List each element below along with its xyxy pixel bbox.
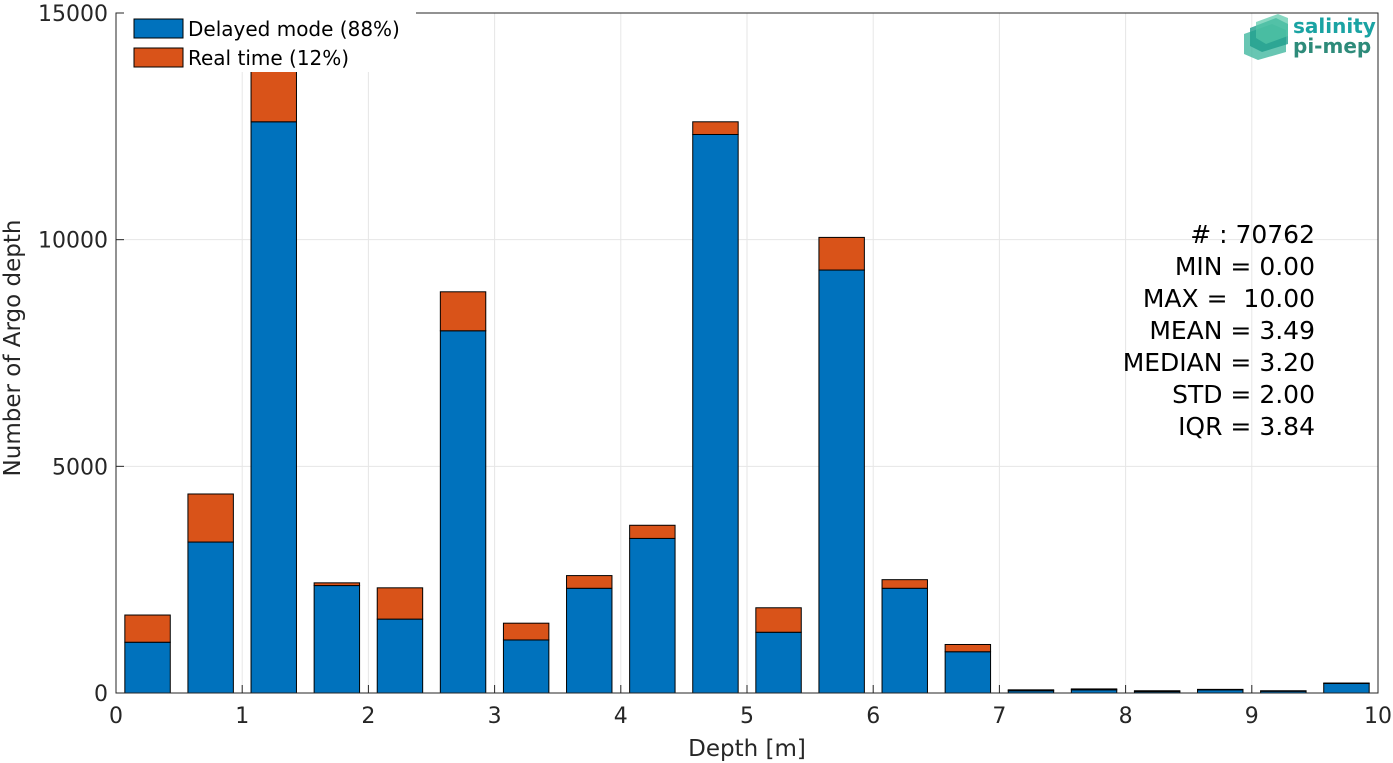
x-tick-label: 3 bbox=[488, 704, 502, 729]
legend: Delayed mode (88%) Real time (12%) bbox=[124, 12, 416, 72]
x-tick-label: 7 bbox=[992, 704, 1006, 729]
bar-realtime bbox=[1070, 688, 1118, 691]
stat-mean: MEAN = 3.49 bbox=[1149, 316, 1315, 345]
stat-iqr: IQR = 3.84 bbox=[1178, 412, 1315, 441]
bar-realtime bbox=[124, 614, 171, 643]
bar-delayed bbox=[755, 631, 802, 694]
bar-delayed bbox=[439, 330, 487, 694]
x-tick-label: 2 bbox=[361, 704, 375, 729]
y-tick-label: 10000 bbox=[38, 229, 108, 254]
bar-delayed bbox=[313, 585, 361, 694]
legend-label-delayed: Delayed mode (88%) bbox=[188, 17, 400, 41]
bar-realtime bbox=[1197, 688, 1244, 691]
x-tick-label: 10 bbox=[1364, 704, 1392, 729]
logo-line2: pi-mep bbox=[1293, 34, 1371, 58]
bar-realtime bbox=[629, 524, 676, 539]
stat-std: STD = 2.00 bbox=[1172, 380, 1315, 409]
stats-box: # : 70762 MIN = 0.00 MAX = 10.00 MEAN = … bbox=[1123, 220, 1315, 441]
y-tick-label: 15000 bbox=[38, 2, 108, 27]
bar-realtime bbox=[1133, 690, 1181, 693]
x-tick-label: 1 bbox=[235, 704, 249, 729]
bar-realtime bbox=[692, 121, 739, 135]
y-axis-label: Number of Argo depth bbox=[0, 220, 26, 477]
y-tick-label: 0 bbox=[94, 682, 108, 707]
bar-delayed bbox=[187, 541, 234, 694]
bar-delayed bbox=[944, 651, 992, 694]
stat-count: # : 70762 bbox=[1190, 220, 1315, 249]
bar-realtime bbox=[1007, 689, 1055, 692]
bar-realtime bbox=[502, 622, 550, 641]
x-tick-label: 8 bbox=[1119, 704, 1133, 729]
bar-realtime bbox=[566, 575, 613, 589]
x-tick-label: 9 bbox=[1245, 704, 1259, 729]
bar-delayed bbox=[1323, 682, 1370, 694]
legend-label-realtime: Real time (12%) bbox=[188, 46, 349, 70]
logo-wave-icon bbox=[1244, 14, 1288, 60]
bar-realtime bbox=[439, 291, 487, 332]
x-tick-label: 4 bbox=[614, 704, 628, 729]
salinity-pimep-logo: salinity pi-mep bbox=[1244, 14, 1376, 60]
bar-delayed bbox=[124, 641, 171, 694]
legend-swatch-delayed bbox=[133, 18, 184, 39]
bar-realtime bbox=[1260, 690, 1307, 692]
bar-realtime bbox=[881, 579, 928, 589]
y-tick-label: 5000 bbox=[52, 455, 108, 480]
bar-delayed bbox=[818, 269, 865, 694]
bar-realtime bbox=[313, 582, 361, 587]
bar-realtime bbox=[376, 587, 424, 620]
logo-line1: salinity bbox=[1293, 14, 1376, 38]
bar-delayed bbox=[376, 618, 424, 694]
bar-realtime bbox=[944, 643, 992, 653]
bar-delayed bbox=[629, 537, 676, 694]
x-axis-label: Depth [m] bbox=[688, 736, 806, 762]
bar-realtime bbox=[818, 236, 865, 271]
bar-delayed bbox=[566, 587, 613, 694]
stat-median: MEDIAN = 3.20 bbox=[1123, 348, 1315, 377]
legend-swatch-realtime bbox=[133, 47, 184, 68]
bar-delayed bbox=[692, 133, 739, 694]
bar-delayed bbox=[502, 639, 550, 694]
y-tick-labels: 0 5000 10000 15000 bbox=[38, 2, 108, 707]
stat-max: MAX = 10.00 bbox=[1143, 284, 1315, 313]
x-tick-label: 6 bbox=[866, 704, 880, 729]
x-tick-label: 5 bbox=[740, 704, 754, 729]
bar-realtime bbox=[187, 493, 234, 543]
x-tick-labels: 0 1 2 3 4 5 6 7 8 9 10 bbox=[109, 704, 1392, 729]
x-tick-label: 0 bbox=[109, 704, 123, 729]
bar-delayed bbox=[250, 121, 297, 694]
axes-frame bbox=[115, 12, 1379, 694]
stat-min: MIN = 0.00 bbox=[1175, 252, 1315, 281]
bar-realtime bbox=[1323, 682, 1370, 685]
bar-realtime bbox=[755, 607, 802, 633]
bar-delayed bbox=[881, 587, 928, 694]
